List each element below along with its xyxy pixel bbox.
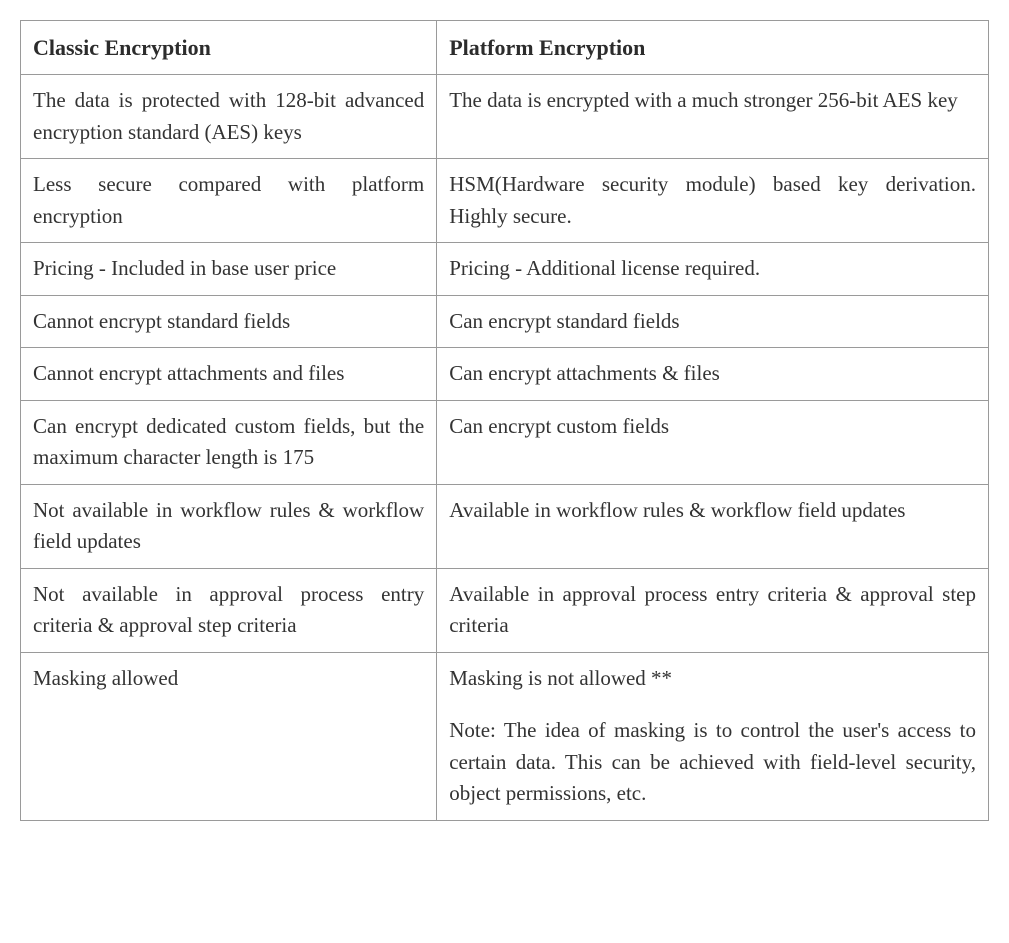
cell-classic: Masking allowed: [21, 652, 437, 820]
table-row: Pricing - Included in base user price Pr…: [21, 243, 989, 296]
cell-platform: The data is encrypted with a much strong…: [437, 75, 989, 159]
cell-platform: Can encrypt attachments & files: [437, 348, 989, 401]
comparison-table: Classic Encryption Platform Encryption T…: [20, 20, 989, 821]
cell-platform: Available in workflow rules & workflow f…: [437, 484, 989, 568]
cell-classic: Cannot encrypt standard fields: [21, 295, 437, 348]
table-header-row: Classic Encryption Platform Encryption: [21, 21, 989, 75]
cell-paragraph: Masking is not allowed **: [449, 663, 976, 695]
table-row: The data is protected with 128-bit advan…: [21, 75, 989, 159]
cell-classic: Not available in workflow rules & workfl…: [21, 484, 437, 568]
column-header-classic: Classic Encryption: [21, 21, 437, 75]
cell-platform: Can encrypt custom fields: [437, 400, 989, 484]
table-row: Not available in workflow rules & workfl…: [21, 484, 989, 568]
cell-paragraph: Note: The idea of masking is to control …: [449, 715, 976, 810]
cell-classic: Cannot encrypt attachments and files: [21, 348, 437, 401]
table-row: Cannot encrypt standard fields Can encry…: [21, 295, 989, 348]
cell-platform: HSM(Hardware security module) based key …: [437, 159, 989, 243]
cell-platform: Available in approval process entry crit…: [437, 568, 989, 652]
column-header-platform: Platform Encryption: [437, 21, 989, 75]
cell-classic: Not available in approval process entry …: [21, 568, 437, 652]
cell-platform: Masking is not allowed ** Note: The idea…: [437, 652, 989, 820]
cell-classic: Can encrypt dedicated custom fields, but…: [21, 400, 437, 484]
cell-classic: The data is protected with 128-bit advan…: [21, 75, 437, 159]
table-row: Can encrypt dedicated custom fields, but…: [21, 400, 989, 484]
cell-platform: Pricing - Additional license required.: [437, 243, 989, 296]
cell-platform: Can encrypt standard fields: [437, 295, 989, 348]
table-row: Masking allowed Masking is not allowed *…: [21, 652, 989, 820]
table-row: Less secure compared with platform encry…: [21, 159, 989, 243]
cell-classic: Pricing - Included in base user price: [21, 243, 437, 296]
cell-classic: Less secure compared with platform encry…: [21, 159, 437, 243]
table-row: Cannot encrypt attachments and files Can…: [21, 348, 989, 401]
table-row: Not available in approval process entry …: [21, 568, 989, 652]
